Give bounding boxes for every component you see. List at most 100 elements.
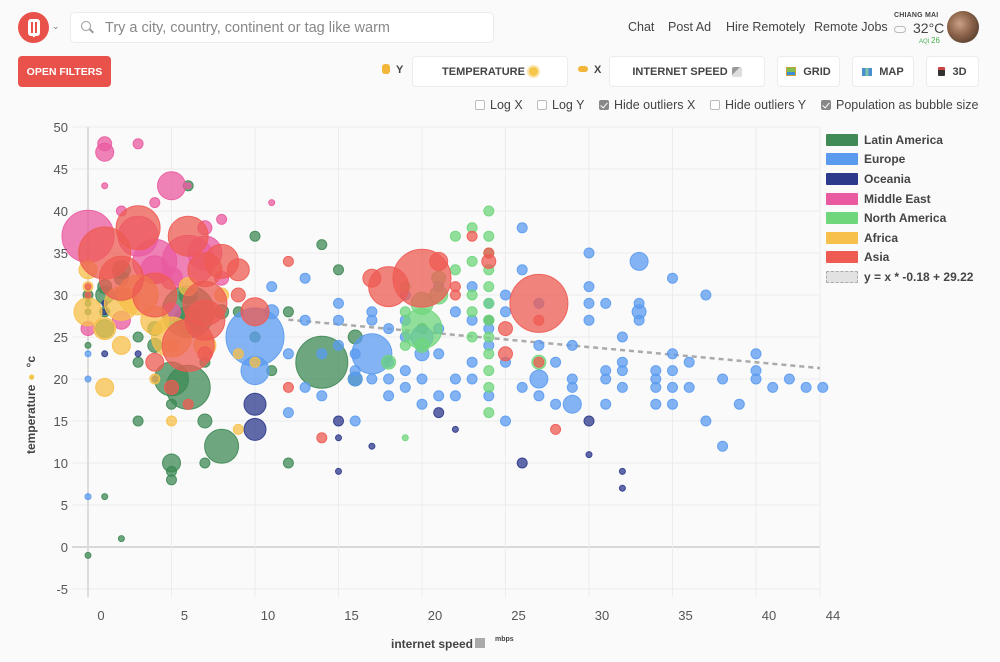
top-bar: ⌄ Chat Post Ad Hire Remotely Remote Jobs… [0,0,1000,54]
bubble-europe [282,348,294,360]
bubble-latin-america [204,428,240,464]
bubble-europe [466,356,478,368]
y-tick-label: 5 [61,498,68,513]
search-bar [70,12,494,43]
bubble-middle-east [184,182,192,190]
bubble-europe [667,398,678,410]
bubble-north-america [466,255,478,267]
weather-aqi: AQI 26 [919,36,940,45]
checkbox-log-x[interactable] [475,100,485,110]
x-tick-label: 40 [762,608,776,623]
bubble-europe [533,390,545,402]
y-tick-label: 50 [54,120,68,135]
bubble-europe [282,407,294,419]
checkbox-population-bubble-size[interactable] [821,100,831,110]
bubble-europe [783,373,795,385]
grid-view-button[interactable]: GRID [777,56,840,87]
nav-remote-jobs[interactable]: Remote Jobs [814,20,888,34]
bubble-europe [449,373,461,385]
option-hide-outliers-x[interactable]: Hide outliers X [599,98,695,112]
checkbox-log-y[interactable] [537,100,547,110]
logo-icon[interactable] [18,12,49,43]
legend-label: Africa [864,230,899,245]
bubble-europe [266,281,278,293]
bubble-europe [516,381,528,393]
bubble-asia [282,381,294,393]
bubble-europe [416,398,428,410]
bubble-asia [533,314,545,326]
bubble-africa [95,377,115,397]
bubble-north-america [483,281,495,293]
open-filters-button[interactable]: OPEN FILTERS [18,56,111,87]
bubble-north-america [483,407,495,419]
aqi-value: 26 [931,36,940,45]
checkbox-hide-outliers-x[interactable] [599,100,609,110]
bubble-europe [667,348,678,360]
bubble-europe [466,373,478,385]
map-view-button[interactable]: MAP [852,56,914,87]
bubble-europe [600,373,612,385]
x-tick-label: 20 [428,608,442,623]
x-axis-title: internet speed mbps [391,636,514,651]
bubble-europe [449,390,461,402]
legend-label: Oceania [864,171,911,186]
x-axis-selector-label: X [578,64,601,76]
legend-item[interactable]: North America [826,208,996,228]
bubble-europe [399,365,411,377]
bubble-oceania [101,350,109,358]
bubble-latin-america [282,306,294,318]
bubble-europe [750,373,762,385]
legend-item[interactable]: Asia [826,248,996,268]
option-log-x[interactable]: Log X [475,98,523,112]
legend-item[interactable]: Latin America [826,130,996,150]
legend-item[interactable]: Africa [826,228,996,248]
legend-label: y = x * -0.18 + 29.22 [864,269,974,284]
y-label: Y [396,64,404,76]
y-tick-label: 45 [54,162,68,177]
option-log-y[interactable]: Log Y [537,98,584,112]
nav-hire-remotely[interactable]: Hire Remotely [726,20,806,34]
nav-chat[interactable]: Chat [628,20,655,34]
nav-post-ad[interactable]: Post Ad [668,20,712,34]
3d-view-button[interactable]: 3D [926,56,979,87]
legend-item-trendline[interactable]: y = x * -0.18 + 29.22 [826,267,996,287]
option-label: Log Y [552,98,585,112]
legend-item[interactable]: Oceania [826,169,996,189]
y-axis-select[interactable]: TEMPERATURE [412,56,568,87]
x-tick-label: 25 [511,608,525,623]
option-hide-outliers-y[interactable]: Hide outliers Y [710,98,806,112]
legend-item[interactable]: Middle East [826,189,996,209]
bubble-europe [516,222,528,234]
bubble-europe [817,381,829,393]
y-tick-label: 35 [54,246,68,261]
weather-widget[interactable]: CHIANG MAI 32°C AQI 26 [890,12,950,46]
avatar[interactable] [947,11,979,43]
bubble-oceania [451,425,459,433]
bubble-asia [466,230,478,242]
search-input[interactable] [105,19,485,36]
bubble-europe [700,415,712,427]
legend-swatch [826,153,858,166]
bubble-latin-america [166,474,177,486]
legend-swatch [826,192,858,205]
legend-swatch [826,172,858,185]
bubble-north-america [483,314,495,326]
bubble-north-america [466,306,478,318]
option-population-bubble-size[interactable]: Population as bubble size [821,98,978,112]
x-tick-label: 35 [678,608,692,623]
legend-swatch [826,270,858,283]
bubble-europe [333,297,344,309]
bubble-asia [449,281,461,293]
chevron-down-icon[interactable]: ⌄ [52,21,60,31]
bubble-asia [550,423,562,435]
bubble-europe [600,398,612,410]
bubble-middle-east [132,138,144,150]
bubble-oceania [134,350,142,358]
bubble-north-america [466,289,478,301]
x-axis-select[interactable]: INTERNET SPEED [609,56,765,87]
weather-temp: 32°C [913,20,945,36]
x-tick-label: 30 [595,608,609,623]
checkbox-hide-outliers-y[interactable] [710,100,720,110]
legend-item[interactable]: Europe [826,150,996,170]
legend-swatch [826,212,858,225]
